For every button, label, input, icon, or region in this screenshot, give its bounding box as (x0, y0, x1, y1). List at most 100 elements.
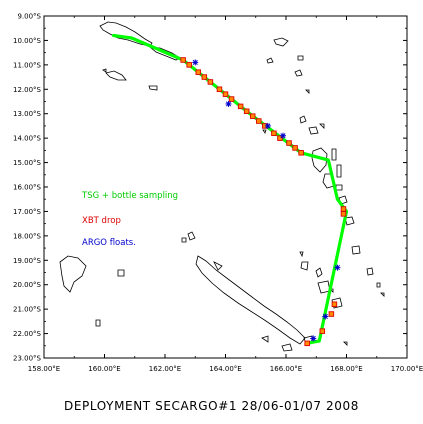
island-small-1 (148, 85, 158, 91)
island-utupua (297, 55, 304, 61)
lat-tick-label: 16.00°S (13, 184, 42, 192)
island-belep (187, 231, 196, 241)
xbt-marker (228, 96, 235, 102)
xbt-marker (222, 91, 229, 97)
lat-tick-label: 9.00°S (17, 13, 41, 21)
cruise-track (111, 33, 349, 345)
xbt-marker (216, 86, 223, 93)
xbt-marker (340, 206, 347, 212)
axis-tick-labels: 9.00°S 10.00°S 11.00°S 12.00°S 13.00°S 14.00°… (13, 13, 423, 374)
argo-marker (225, 100, 232, 107)
island-aneityum (376, 282, 381, 288)
reef-west (59, 255, 87, 293)
island-torres (299, 115, 307, 124)
reef-east-1 (380, 292, 385, 297)
xbt-marker (277, 135, 283, 141)
lat-tick-label: 20.00°S (13, 281, 42, 289)
reef-north-nc (213, 261, 223, 271)
argo-marker (264, 122, 271, 129)
island-small-2 (102, 68, 107, 73)
island-loyalty-north (300, 261, 309, 271)
lat-tick-label: 19.00°S (13, 257, 42, 265)
lat-tick-label: 21.00°S (13, 306, 42, 314)
island-new-caledonia (195, 255, 306, 345)
lat-tick-label: 10.00°S (13, 37, 42, 45)
xbt-marker (207, 79, 214, 85)
island-rennell (105, 70, 127, 81)
xbt-marker (298, 150, 304, 156)
xbt-marker (186, 62, 192, 68)
lat-tick-label: 14.00°S (13, 135, 42, 143)
island-guadalcanal (99, 21, 153, 47)
argo-marker (322, 313, 329, 320)
island-tiny-1 (305, 89, 310, 94)
xbt-marker (243, 108, 250, 115)
legend-xbt: XBT drop (82, 216, 121, 226)
lon-tick-label: 164.00°E (209, 365, 241, 373)
lat-tick-label: 15.00°S (13, 159, 42, 167)
reef-chesterfield-2 (181, 237, 187, 243)
xbt-marker (304, 340, 310, 347)
island-erromango (351, 245, 361, 255)
xbt-marker (331, 301, 338, 308)
island-vanikoro (294, 69, 303, 77)
argo-marker (192, 59, 199, 66)
xbt-marker (340, 211, 347, 217)
lat-tick-label: 23.00°S (13, 355, 42, 363)
lon-tick-label: 168.00°E (330, 365, 362, 373)
xbt-marker (256, 118, 262, 124)
xbt-marker (271, 130, 277, 137)
island-tiny-2 (262, 129, 267, 134)
xbt-marker (201, 74, 208, 80)
reef-chesterfield (117, 269, 125, 277)
coastlines (59, 21, 385, 352)
legend-argo: ARGO floats. (82, 238, 136, 248)
reef-s-nc (281, 343, 293, 352)
argo-marker (279, 132, 286, 139)
reef-sw-nc (261, 335, 269, 343)
lat-tick-label: 18.00°S (13, 232, 42, 240)
lon-tick-label: 162.00°E (149, 365, 181, 373)
legend-tsg: TSG + bottle sampling (81, 191, 178, 201)
xbt-marker (319, 328, 326, 334)
island-pentecost (336, 164, 342, 178)
lon-tick-label: 158.00°E (28, 365, 60, 373)
xbt-marker (195, 69, 202, 75)
lat-tick-label: 22.00°S (13, 330, 42, 338)
xbt-marker (180, 57, 186, 63)
island-santa-cruz (273, 37, 289, 47)
island-ouvea (315, 267, 323, 278)
island-reef (266, 57, 274, 64)
lon-tick-label: 170.00°E (391, 365, 423, 373)
lat-tick-label: 13.00°S (13, 110, 42, 118)
island-efate (344, 216, 355, 226)
legend: TSG + bottle sampling XBT drop ARGO floa… (81, 191, 178, 248)
tsg-track-line (111, 33, 349, 345)
island-banks-2 (319, 123, 325, 129)
reef-walpole (343, 341, 348, 346)
xbt-markers (180, 57, 347, 347)
xbt-marker (249, 113, 256, 119)
argo-marker (334, 264, 341, 271)
lat-tick-label: 12.00°S (13, 86, 42, 94)
xbt-marker (292, 145, 298, 151)
island-ambrym (335, 184, 343, 191)
xbt-marker (286, 140, 292, 146)
xbt-marker (237, 103, 244, 110)
argo-marker (310, 335, 317, 342)
island-tanna (366, 267, 374, 276)
island-hunter (299, 251, 304, 258)
lon-tick-label: 166.00°E (270, 365, 302, 373)
lat-tick-label: 11.00°S (13, 61, 42, 69)
island-espiritu-santo (311, 147, 328, 173)
plot-frame (43, 15, 408, 359)
island-banks (308, 126, 319, 135)
figure-caption: DEPLOYMENT SECARGO#1 28/06-01/07 2008 (64, 399, 359, 413)
argo-markers (192, 59, 341, 342)
xbt-marker (328, 311, 335, 317)
axis-ticks (43, 15, 408, 359)
lon-tick-label: 160.00°E (88, 365, 120, 373)
lat-tick-label: 17.00°S (13, 208, 42, 216)
island-maewo (331, 148, 337, 161)
